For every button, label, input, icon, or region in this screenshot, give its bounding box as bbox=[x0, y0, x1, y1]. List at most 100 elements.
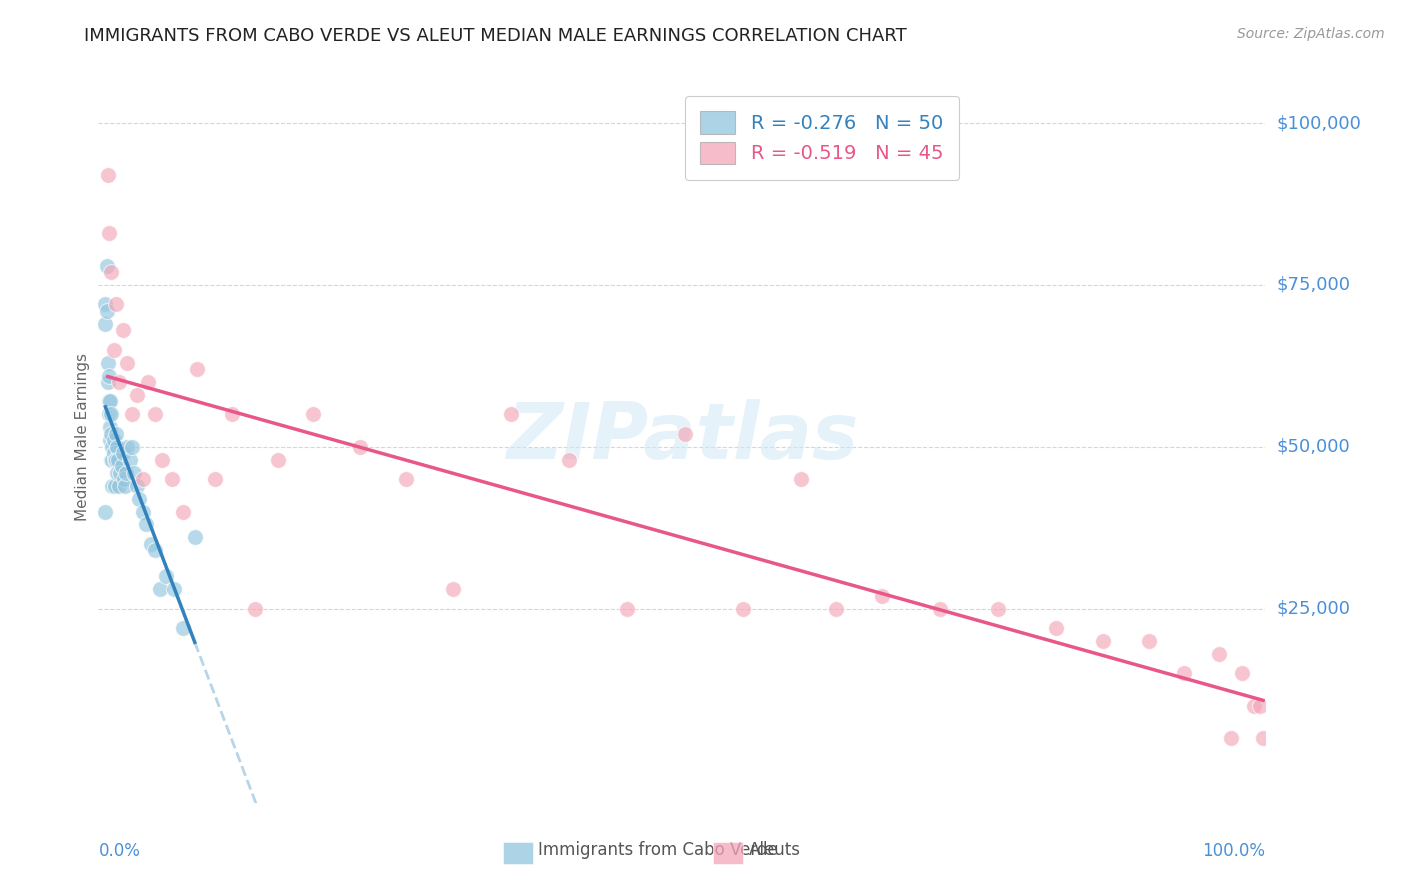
Y-axis label: Median Male Earnings: Median Male Earnings bbox=[75, 353, 90, 521]
Point bbox=[441, 582, 464, 597]
Point bbox=[103, 343, 125, 357]
Point bbox=[97, 408, 120, 422]
Point bbox=[128, 491, 150, 506]
Point bbox=[94, 504, 117, 518]
Point bbox=[121, 408, 143, 422]
Text: IMMIGRANTS FROM CABO VERDE VS ALEUT MEDIAN MALE EARNINGS CORRELATION CHART: IMMIGRANTS FROM CABO VERDE VS ALEUT MEDI… bbox=[84, 27, 907, 45]
Point bbox=[1045, 621, 1067, 635]
Point bbox=[125, 388, 148, 402]
Point bbox=[104, 478, 127, 492]
Point bbox=[105, 440, 128, 454]
Point bbox=[1249, 698, 1271, 713]
Text: $100,000: $100,000 bbox=[1277, 114, 1361, 132]
Point bbox=[155, 569, 177, 583]
Point bbox=[112, 472, 135, 486]
Point bbox=[1137, 634, 1160, 648]
Point bbox=[98, 420, 121, 434]
Point bbox=[395, 472, 418, 486]
Point bbox=[105, 466, 128, 480]
Point bbox=[349, 440, 371, 454]
Point bbox=[143, 408, 166, 422]
Point bbox=[117, 440, 139, 454]
Text: $50,000: $50,000 bbox=[1277, 438, 1350, 456]
Point bbox=[243, 601, 266, 615]
Point bbox=[150, 452, 173, 467]
Point bbox=[204, 472, 226, 486]
Point bbox=[790, 472, 813, 486]
Point bbox=[139, 537, 162, 551]
Point bbox=[172, 504, 194, 518]
Point bbox=[149, 582, 172, 597]
Text: $75,000: $75,000 bbox=[1277, 276, 1351, 294]
Point bbox=[824, 601, 846, 615]
Point bbox=[184, 530, 207, 544]
Point bbox=[100, 426, 122, 441]
Point bbox=[131, 504, 153, 518]
Point bbox=[98, 434, 121, 448]
Point bbox=[96, 259, 118, 273]
Point bbox=[111, 323, 134, 337]
Point bbox=[172, 621, 194, 635]
Point bbox=[115, 466, 138, 480]
Point bbox=[1230, 666, 1253, 681]
Point bbox=[97, 375, 120, 389]
Point bbox=[97, 168, 120, 182]
Point bbox=[163, 582, 186, 597]
Point bbox=[1091, 634, 1114, 648]
Point bbox=[101, 478, 124, 492]
Point bbox=[100, 408, 122, 422]
Point bbox=[1173, 666, 1195, 681]
Text: Aleuts: Aleuts bbox=[748, 841, 800, 859]
Point bbox=[138, 375, 160, 389]
Point bbox=[97, 368, 120, 383]
Text: Immigrants from Cabo Verde: Immigrants from Cabo Verde bbox=[538, 841, 778, 859]
Point bbox=[108, 478, 131, 492]
Point bbox=[1208, 647, 1230, 661]
Point bbox=[104, 426, 127, 441]
Point bbox=[135, 517, 157, 532]
Point bbox=[160, 472, 183, 486]
Point bbox=[125, 478, 148, 492]
Point bbox=[616, 601, 638, 615]
Point bbox=[97, 356, 120, 370]
Point bbox=[104, 452, 127, 467]
Text: 0.0%: 0.0% bbox=[98, 842, 141, 860]
Point bbox=[673, 426, 696, 441]
Point bbox=[557, 452, 579, 467]
FancyBboxPatch shape bbox=[713, 841, 742, 863]
Point bbox=[186, 362, 208, 376]
Text: ZIPatlas: ZIPatlas bbox=[506, 399, 858, 475]
Point bbox=[104, 452, 127, 467]
Point bbox=[870, 589, 893, 603]
Point bbox=[104, 297, 127, 311]
Point bbox=[124, 466, 146, 480]
Point bbox=[97, 226, 120, 240]
Point bbox=[267, 452, 290, 467]
Text: 100.0%: 100.0% bbox=[1202, 842, 1265, 860]
Point bbox=[143, 543, 166, 558]
Point bbox=[302, 408, 325, 422]
Point bbox=[499, 408, 522, 422]
Text: Source: ZipAtlas.com: Source: ZipAtlas.com bbox=[1237, 27, 1385, 41]
Point bbox=[101, 440, 124, 454]
Point bbox=[1219, 731, 1241, 745]
Point bbox=[117, 356, 139, 370]
Text: $25,000: $25,000 bbox=[1277, 599, 1351, 617]
Point bbox=[118, 452, 141, 467]
Point bbox=[111, 446, 134, 460]
Point bbox=[929, 601, 952, 615]
Point bbox=[987, 601, 1010, 615]
Point bbox=[101, 452, 124, 467]
Point bbox=[107, 452, 129, 467]
Point bbox=[1251, 731, 1274, 745]
Point bbox=[108, 375, 131, 389]
Point bbox=[1243, 698, 1265, 713]
Point bbox=[100, 452, 122, 467]
Point bbox=[110, 466, 132, 480]
Point bbox=[121, 440, 143, 454]
Point bbox=[94, 317, 117, 331]
FancyBboxPatch shape bbox=[503, 841, 533, 863]
Point bbox=[103, 446, 125, 460]
Point bbox=[103, 434, 125, 448]
Point bbox=[98, 394, 121, 409]
